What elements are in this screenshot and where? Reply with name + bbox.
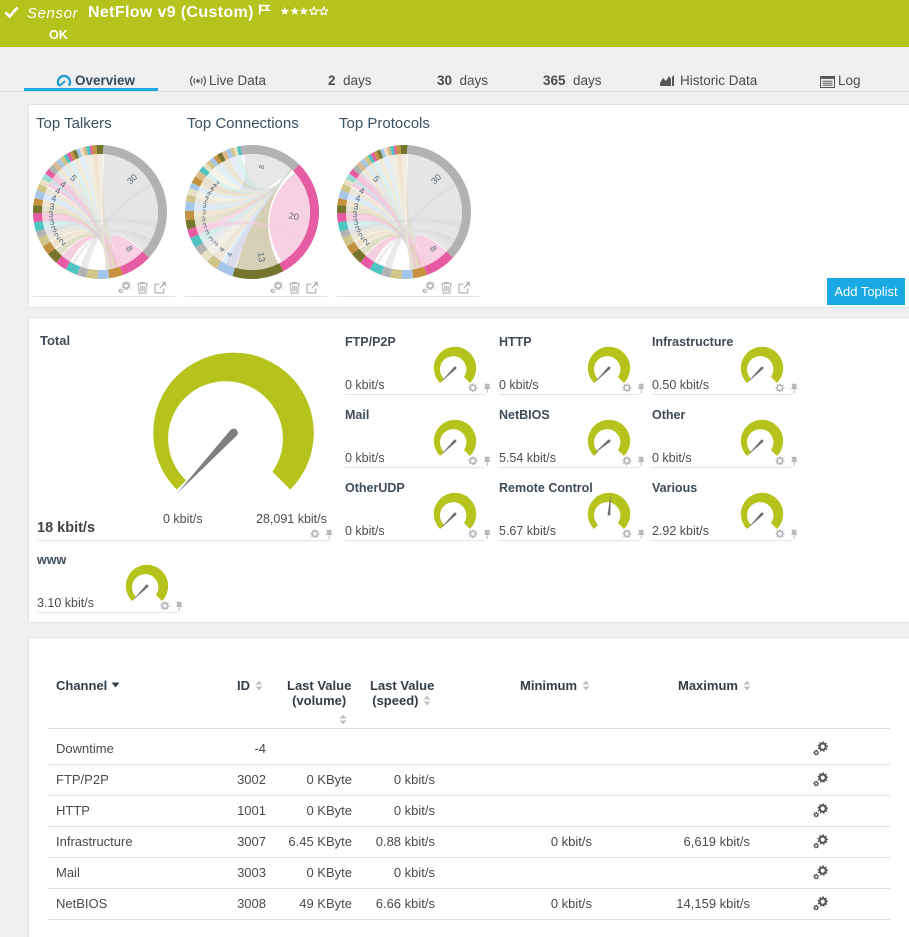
svg-text:8: 8 (257, 164, 267, 170)
svg-text:4: 4 (58, 179, 68, 190)
svg-text:3: 3 (352, 209, 358, 219)
svg-text:4: 4 (54, 185, 63, 196)
svg-text:2: 2 (205, 190, 212, 200)
svg-text:3: 3 (202, 201, 207, 210)
svg-text:20: 20 (288, 211, 300, 223)
svg-text:4: 4 (50, 193, 57, 204)
svg-text:3: 3 (352, 216, 359, 227)
svg-text:2: 2 (356, 231, 366, 242)
svg-text:3: 3 (201, 221, 208, 231)
svg-text:3: 3 (48, 216, 55, 227)
svg-text:4: 4 (217, 245, 227, 254)
svg-text:3: 3 (201, 214, 207, 224)
svg-text:3: 3 (203, 227, 211, 237)
svg-text:2: 2 (57, 236, 67, 247)
svg-text:4: 4 (358, 185, 367, 196)
svg-text:4: 4 (354, 193, 361, 204)
svg-text:2: 2 (213, 179, 222, 189)
svg-text:4: 4 (225, 251, 235, 258)
svg-text:3: 3 (353, 201, 359, 211)
svg-text:3: 3 (211, 239, 220, 248)
svg-text:3: 3 (202, 207, 206, 216)
svg-text:2: 2 (209, 182, 217, 192)
svg-text:30: 30 (125, 172, 139, 186)
svg-text:8: 8 (124, 244, 135, 254)
svg-text:5: 5 (68, 173, 79, 183)
svg-text:3: 3 (50, 224, 59, 235)
svg-text:5: 5 (371, 174, 382, 185)
svg-text:2: 2 (361, 236, 371, 247)
svg-text:3: 3 (48, 209, 54, 219)
svg-text:3: 3 (354, 224, 363, 235)
svg-text:2: 2 (207, 186, 214, 196)
svg-text:3: 3 (49, 201, 55, 211)
svg-text:3: 3 (207, 234, 216, 244)
svg-text:8: 8 (428, 244, 439, 254)
svg-text:13: 13 (256, 251, 267, 262)
svg-text:2: 2 (52, 231, 62, 242)
svg-text:2: 2 (204, 195, 210, 205)
svg-text:30: 30 (429, 172, 443, 186)
